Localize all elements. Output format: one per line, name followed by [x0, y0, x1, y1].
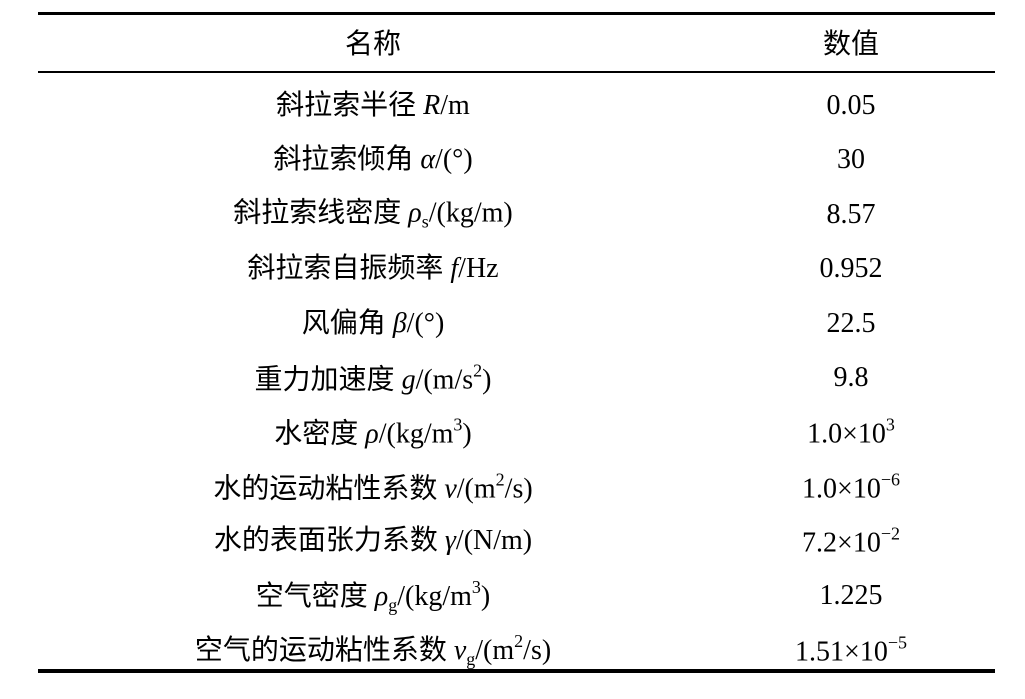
text-run: 水密度	[274, 418, 366, 450]
text-run: 水的表面张力系数	[213, 525, 445, 557]
text-run: 2	[473, 360, 483, 381]
text-run: 斜拉索自振频率	[247, 253, 451, 285]
parameter-value: 1.0×103	[807, 416, 895, 449]
text-run: /(°)	[435, 144, 473, 176]
text-run: 0.05	[826, 90, 876, 121]
parameter-value: 1.225	[819, 579, 883, 611]
parameter-name: 重力加速度 g/(m/s2)	[255, 362, 492, 395]
text-run: /Hz	[458, 253, 499, 285]
parameter-value: 0.05	[827, 92, 876, 120]
text-run: −2	[880, 523, 900, 544]
parameter-name: 水的表面张力系数 γ/(N/m)	[214, 527, 532, 555]
parameter-value: 0.952	[820, 255, 883, 283]
parameter-name: 水密度 ρ/(kg/m3)	[274, 416, 471, 449]
text-run: 风偏角	[301, 307, 393, 339]
parameter-name: 水的运动粘性系数 ν/(m2/s)	[213, 470, 532, 503]
text-run: 斜拉索线密度	[233, 197, 409, 229]
text-run: /(m	[456, 473, 496, 505]
text-run: 7.2×10	[802, 527, 881, 559]
text-run: ρ	[374, 580, 389, 612]
text-run: )	[462, 418, 472, 450]
text-run: /m	[440, 90, 470, 121]
text-run: g	[466, 649, 476, 669]
text-run: s	[421, 211, 429, 232]
text-run: −6	[880, 469, 900, 490]
text-run: 1.0×10	[807, 418, 886, 450]
text-run: ν	[444, 473, 457, 505]
text-run: 30	[837, 144, 865, 176]
text-run: 斜拉索半径	[276, 90, 424, 121]
text-run: g	[388, 594, 398, 615]
text-run: α	[420, 144, 436, 176]
parameter-value: 9.8	[834, 364, 869, 392]
header-cell: 名称	[344, 29, 402, 60]
text-run: −5	[887, 632, 907, 653]
text-run: )	[482, 364, 492, 396]
parameter-value: 30	[837, 146, 865, 174]
parameter-name: 斜拉索半径 R/m	[276, 92, 470, 120]
text-run: /(N/m)	[455, 525, 533, 557]
parameter-value: 7.2×10−2	[802, 525, 900, 558]
parameter-name: 斜拉索线密度 ρs/(kg/m)	[233, 197, 513, 232]
text-run: 2	[495, 469, 505, 490]
parameter-name: 空气的运动粘性系数 νg/(m2/s)	[195, 632, 551, 668]
parameter-name: 风偏角 β/(°)	[301, 307, 445, 339]
text-run: /(m/s	[415, 364, 474, 396]
text-run: 0.952	[819, 253, 883, 285]
parameter-name: 空气密度 ρg/(kg/m3)	[256, 578, 490, 614]
text-run: 3	[471, 576, 481, 597]
text-run: /(m	[475, 635, 515, 666]
text-run: 1.225	[819, 579, 883, 611]
text-run: ν	[453, 635, 467, 666]
text-run: γ	[444, 525, 456, 557]
text-run: /(°)	[406, 307, 445, 339]
text-run: /(kg/m)	[428, 197, 513, 229]
text-run: 空气的运动粘性系数	[194, 635, 454, 666]
bottom-rule	[38, 669, 995, 673]
text-run: /s)	[504, 473, 533, 505]
parameter-name: 斜拉索倾角 α/(°)	[273, 146, 472, 174]
parameter-value: 1.51×10−5	[795, 634, 907, 667]
text-run: 9.8	[833, 362, 869, 393]
text-run: 22.5	[826, 307, 876, 339]
text-run: /s)	[523, 635, 552, 666]
text-run: ρ	[365, 418, 379, 450]
text-run: /(kg/m	[397, 580, 472, 612]
text-run: 1.0×10	[802, 473, 881, 505]
header-rule	[38, 71, 995, 73]
text-run: 3	[885, 414, 895, 435]
parameter-value: 1.0×10−6	[802, 470, 900, 503]
text-run: 1.51×10	[795, 636, 888, 668]
text-run: 8.57	[826, 198, 876, 230]
parameter-name: 斜拉索自振频率 f/Hz	[247, 255, 498, 283]
text-run: 水的运动粘性系数	[213, 473, 445, 505]
text-run: 重力加速度	[254, 364, 402, 396]
parameter-value: 8.57	[826, 198, 876, 230]
text-run: f	[450, 253, 459, 285]
text-run: /(kg/m	[378, 418, 454, 450]
text-run: β	[392, 307, 407, 339]
header-cell: 数值	[822, 29, 880, 60]
text-run: )	[480, 580, 491, 612]
text-run: 3	[453, 414, 463, 435]
parameter-value: 22.5	[826, 307, 876, 339]
text-run: 2	[514, 631, 524, 651]
top-rule	[38, 12, 995, 15]
text-run: R	[423, 90, 441, 121]
text-run: 空气密度	[255, 580, 375, 612]
text-run: ρ	[408, 197, 422, 229]
text-run: 斜拉索倾角	[273, 144, 421, 176]
text-run: g	[401, 364, 416, 396]
